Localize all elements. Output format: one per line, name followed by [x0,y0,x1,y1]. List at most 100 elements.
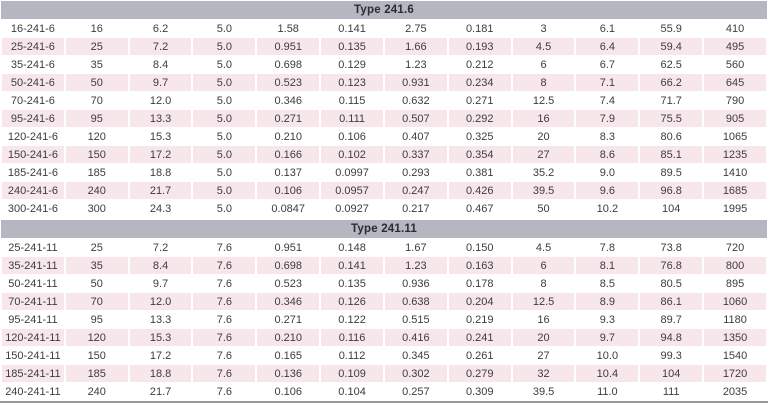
table-cell: 20 [512,128,575,145]
table-cell: 50-241-11 [2,275,64,292]
table-cell: 6.4 [576,38,639,55]
table-row: 240-241-6 240 21.7 5.0 0.106 0.0957 0.247 0.426… [2,182,766,199]
table-cell: 0.951 [257,38,320,55]
data-table-241-11: 25-241-11 25 7.2 7.6 0.951 0.148 1.67 0.150 4.5 7… [0,238,768,401]
table-cell: 1.66 [384,38,447,55]
table-cell: 0.104 [321,383,383,400]
table-cell: 6 [512,257,575,274]
table-cell: 1065 [704,128,766,145]
table-cell: 0.219 [448,311,511,328]
table-cell: 0.210 [257,128,320,145]
table-cell: 0.407 [384,128,447,145]
table-row: 50-241-11 50 9.7 7.6 0.523 0.135 0.936 0.178 8 8.… [2,275,766,292]
table-cell: 1.58 [257,20,320,37]
table-cell: 7.6 [193,257,256,274]
table-cell: 16 [65,20,128,37]
table-cell: 8 [512,275,575,292]
table-cell: 25 [65,38,128,55]
table-cell: 0.193 [448,38,511,55]
table-cell: 71.7 [640,92,703,109]
table-cell: 2.75 [384,20,447,37]
table-cell: 7.6 [193,239,256,256]
table-cell: 120-241-11 [2,329,64,346]
table-cell: 16 [512,110,575,127]
table-cell: 50 [512,200,575,217]
table-cell: 1.23 [384,56,447,73]
section-type-241-11: Type 241.11 25-241-11 25 7.2 7.6 0.951 0.148 1… [0,220,768,401]
table-cell: 80.6 [640,128,703,145]
table-cell: 5.0 [193,92,256,109]
table-cell: 9.6 [576,182,639,199]
table-cell: 0.0847 [257,200,320,217]
table-cell: 70 [65,293,128,310]
table-cell: 0.210 [257,329,320,346]
table-cell: 0.106 [321,128,383,145]
table-cell: 9.7 [576,329,639,346]
table-cell: 0.106 [257,383,320,400]
table-cell: 790 [704,92,766,109]
table-cell: 0.217 [384,200,447,217]
table-cell: 0.337 [384,146,447,163]
table-cell: 1060 [704,293,766,310]
table-cell: 20 [512,329,575,346]
table-cell: 0.523 [257,275,320,292]
table-cell: 0.135 [321,275,383,292]
table-cell: 62.5 [640,56,703,73]
table-cell: 0.166 [257,146,320,163]
table-cell: 0.0927 [321,200,383,217]
table-cell: 410 [704,20,766,37]
table-cell: 15.3 [129,329,192,346]
table-cell: 50-241-6 [2,74,64,91]
table-cell: 0.116 [321,329,383,346]
table-cell: 6.7 [576,56,639,73]
table-cell: 86.1 [640,293,703,310]
table-cell: 0.293 [384,164,447,181]
table-cell: 0.148 [321,239,383,256]
table-cell: 240 [65,383,128,400]
table-cell: 8.1 [576,257,639,274]
table-cell: 0.271 [257,311,320,328]
table-cell: 0.632 [384,92,447,109]
table-cell: 1350 [704,329,766,346]
table-cell: 73.8 [640,239,703,256]
table-cell: 0.136 [257,365,320,382]
table-cell: 0.515 [384,311,447,328]
table-cell: 5.0 [193,20,256,37]
table-cell: 0.261 [448,347,511,364]
table-cell: 0.165 [257,347,320,364]
table-cell: 0.126 [321,293,383,310]
table-cell: 0.698 [257,257,320,274]
table-cell: 0.638 [384,293,447,310]
table-cell: 185 [65,365,128,382]
table-cell: 1540 [704,347,766,364]
table-row: 35-241-6 35 8.4 5.0 0.698 0.129 1.23 0.212 6 6.7 6… [2,56,766,73]
table-cell: 0.698 [257,56,320,73]
table-cell: 905 [704,110,766,127]
table-cell: 18.8 [129,164,192,181]
table-cell: 13.3 [129,311,192,328]
table-cell: 8.9 [576,293,639,310]
table-cell: 70-241-6 [2,92,64,109]
table-cell: 6.1 [576,20,639,37]
table-cell: 0.247 [384,182,447,199]
table-row: 70-241-11 70 12.0 7.6 0.346 0.126 0.638 0.204 12… [2,293,766,310]
table-cell: 12.0 [129,293,192,310]
table-cell: 8.5 [576,275,639,292]
table-cell: 5.0 [193,74,256,91]
table-cell: 4.5 [512,239,575,256]
table-cell: 0.309 [448,383,511,400]
table-cell: 5.0 [193,38,256,55]
table-cell: 35.2 [512,164,575,181]
table-cell: 0.467 [448,200,511,217]
table-cell: 0.137 [257,164,320,181]
table-cell: 25-241-11 [2,239,64,256]
table-cell: 0.135 [321,38,383,55]
table-cell: 300 [65,200,128,217]
table-cell: 0.951 [257,239,320,256]
data-table-241-6: 16-241-6 16 6.2 5.0 1.58 0.141 2.75 0.181 3 6.1 55… [0,19,768,218]
table-cell: 120 [65,128,128,145]
table-cell: 10.0 [576,347,639,364]
table-cell: 1685 [704,182,766,199]
table-cell: 0.141 [321,257,383,274]
